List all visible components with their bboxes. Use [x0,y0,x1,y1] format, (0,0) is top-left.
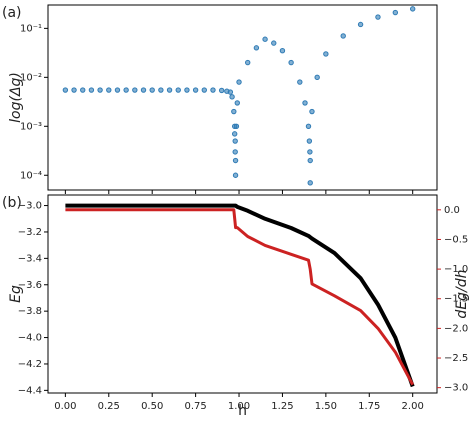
x-tick-label: 2.00 [402,401,424,412]
point [97,87,103,93]
point [233,123,240,129]
point [210,87,216,93]
point [314,74,320,81]
x-tick-label: 1.25 [271,401,293,412]
y-axis-label: Eg [8,285,24,303]
point [323,51,329,57]
panel-label: (a) [2,5,22,21]
y2-tick-label: −2.5 [444,353,468,364]
x-tick-label: 0.50 [141,401,163,412]
y-tick-label: −3.4 [18,253,42,264]
point [218,87,225,94]
point [302,100,308,106]
point [201,87,207,93]
point [309,108,315,115]
point [71,87,77,93]
point [306,138,313,144]
point [114,87,121,93]
x-tick-label: 1.75 [358,401,380,412]
y-axis-label: log(Δg) [8,72,24,123]
point [232,149,238,155]
x-tick-label: 0.75 [184,401,206,412]
y2-tick-label: 0.0 [444,205,460,216]
point [232,138,238,144]
point [357,21,364,28]
point [123,87,129,93]
point [307,157,313,164]
point [132,87,138,93]
y-tick-label: −3.0 [18,201,42,212]
y-tick-label: 10⁻³ [20,121,42,132]
point [307,180,313,186]
point [140,87,147,93]
point [245,59,251,66]
point [307,149,313,155]
point [409,6,416,12]
point [158,87,164,93]
point [375,14,381,20]
point [236,79,242,85]
point [305,123,312,129]
x-tick-label: 0.00 [54,401,76,412]
point [166,87,173,93]
point [184,87,190,93]
point [288,59,294,66]
y2-tick-label: −0.5 [444,234,468,245]
y-tick-label: 10⁻¹ [20,23,42,34]
series-line [65,203,415,388]
y2-axis-label: dEg/dh [454,269,470,318]
y-tick-label: −4.2 [18,359,42,370]
y-tick-label: −4.0 [18,333,42,344]
point [192,87,199,93]
y-tick-label: 10⁻² [20,72,42,83]
y2-tick-label: −3.0 [444,383,468,394]
x-tick-label: 1.00 [228,401,250,412]
y-tick-label: −3.8 [18,306,42,317]
point [271,40,277,46]
point [149,87,155,93]
x-axis-label: h [238,403,247,419]
series-line [65,208,415,386]
point [232,172,239,178]
y2-tick-label: −1.5 [444,294,468,305]
point [106,87,112,93]
plot-frame [47,4,438,191]
point [231,131,238,137]
plot-frame [47,194,438,394]
point [62,87,69,93]
point [80,87,86,93]
point [234,100,240,106]
y2-tick-label: −2.0 [444,323,468,334]
point [175,87,181,93]
point [297,79,303,85]
y-tick-label: −3.6 [18,280,42,291]
point [231,108,237,115]
panel-label: (b) [2,195,22,211]
x-tick-label: 1.50 [315,401,337,412]
point [232,157,239,164]
y-tick-label: 10⁻⁴ [20,170,42,181]
point [262,36,268,42]
x-tick-label: 0.25 [98,401,120,412]
point [227,89,234,95]
y-tick-label: −4.4 [18,385,42,396]
point [253,45,260,51]
point [88,87,95,93]
y-tick-label: −3.2 [18,227,42,238]
point [340,33,346,39]
point [229,94,235,100]
y2-tick-label: −1.0 [444,264,468,275]
point [279,47,286,54]
point [392,9,399,16]
